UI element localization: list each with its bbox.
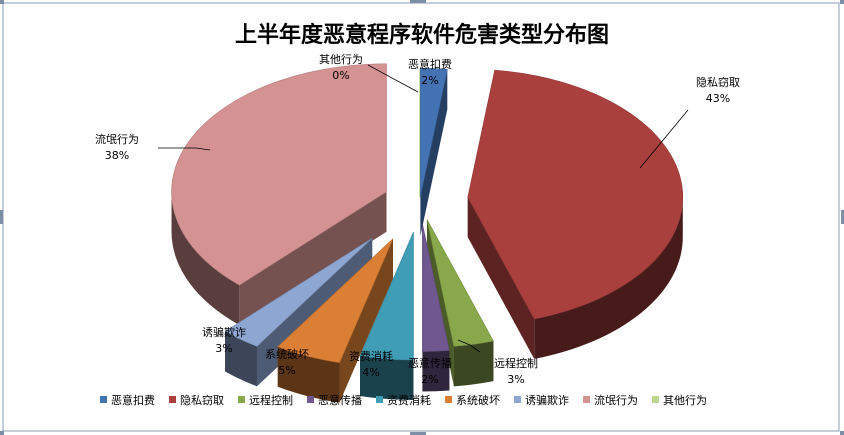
legend-item-4: 资费消耗 <box>376 393 431 407</box>
legend-item-2: 远程控制 <box>238 393 293 407</box>
data-label-category-4: 资费消耗 <box>349 349 393 363</box>
pie-slice-1 <box>467 69 684 359</box>
legend-label: 诱骗欺诈 <box>525 393 569 407</box>
leader-line <box>457 339 481 353</box>
legend-item-3: 恶意传播 <box>307 393 362 407</box>
data-label-value-1: 43% <box>706 92 730 105</box>
legend-item-6: 诱骗欺诈 <box>514 393 569 407</box>
data-label-category-0: 恶意扣费 <box>408 57 452 71</box>
legend-item-5: 系统破坏 <box>445 393 500 407</box>
data-label-category-8: 其他行为 <box>319 53 363 66</box>
data-label-category-5: 系统破坏 <box>265 347 309 361</box>
data-label-value-3: 2% <box>421 373 438 386</box>
pie-slice-3 <box>422 223 450 392</box>
data-label-category-7: 流氓行为 <box>95 132 139 146</box>
legend-label: 资费消耗 <box>387 393 431 407</box>
leader-line <box>367 64 419 93</box>
data-label-value-6: 3% <box>215 342 232 355</box>
data-label-category-6: 诱骗欺诈 <box>202 325 246 339</box>
legend-label: 恶意扣费 <box>111 393 155 407</box>
leader-line <box>158 147 211 151</box>
pie-slice-4 <box>359 231 414 400</box>
legend-label: 远程控制 <box>249 393 293 407</box>
leader-line <box>639 109 689 169</box>
pie-slice-7 <box>171 63 387 326</box>
legend-item-0: 恶意扣费 <box>100 393 155 407</box>
legend-label: 其他行为 <box>663 394 707 407</box>
data-labels: 恶意扣费 2% 隐私窃取 43% 远程控制 3% 恶意传播 2% 资费消耗 4% 系统破坏 5% 诱骗欺… <box>95 53 740 386</box>
data-label-category-2: 远程控制 <box>494 356 538 370</box>
data-label-value-8: 0% <box>332 69 349 82</box>
pie-slice-5 <box>277 238 394 403</box>
leader-lines <box>158 64 689 353</box>
legend: 恶意扣费 隐私窃取 远程控制 恶意传播 资费消耗 系统破坏 诱骗欺诈 流氓行为 其他行为 <box>100 393 707 407</box>
data-label-value-7: 38% <box>105 149 129 162</box>
legend-label: 隐私窃取 <box>180 393 224 407</box>
data-label-value-5: 5% <box>278 364 295 377</box>
legend-item-1: 隐私窃取 <box>169 393 224 407</box>
legend-label: 恶意传播 <box>318 393 362 407</box>
legend-label: 系统破坏 <box>456 393 500 407</box>
legend-label: 流氓行为 <box>594 393 638 407</box>
data-label-category-1: 隐私窃取 <box>696 75 740 89</box>
legend-item-8: 其他行为 <box>652 394 707 407</box>
data-label-category-3: 恶意传播 <box>408 356 452 370</box>
data-label-value-2: 3% <box>507 373 524 386</box>
pie-slice-0 <box>420 67 448 237</box>
data-label-value-0: 2% <box>421 74 438 87</box>
pie-top-layer <box>171 63 684 403</box>
chart-title: 上半年度恶意程序软件危害类型分布图 <box>235 22 609 48</box>
legend-item-7: 流氓行为 <box>583 393 638 407</box>
data-label-value-4: 4% <box>362 366 379 379</box>
